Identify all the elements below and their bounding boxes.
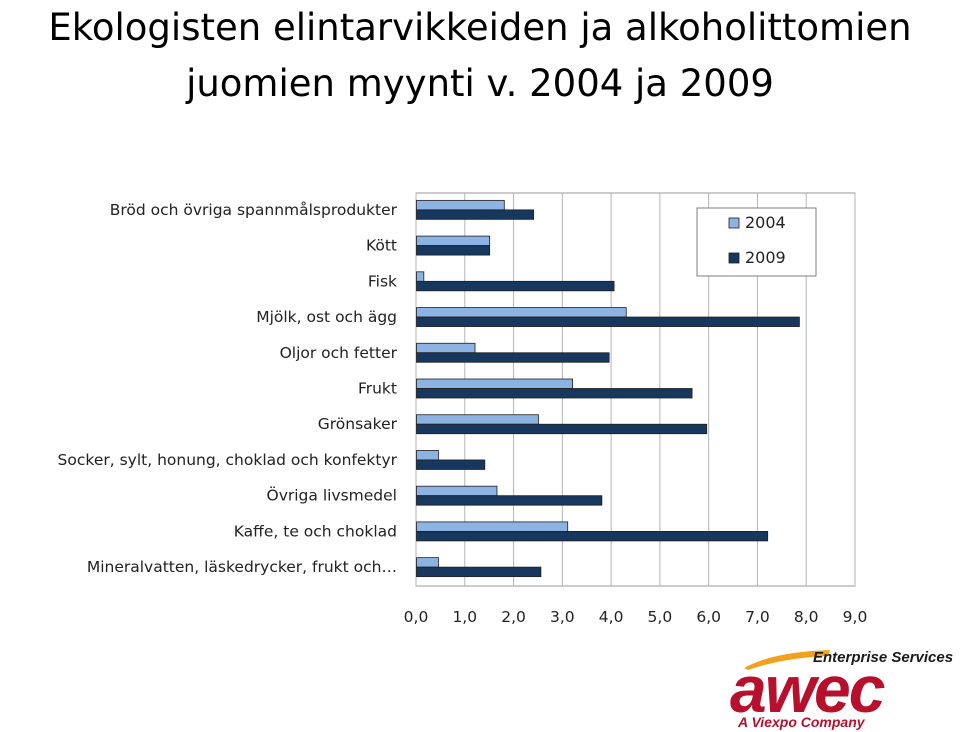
bar-2009 bbox=[416, 280, 615, 292]
bar-2004 bbox=[416, 450, 439, 461]
category-label: Bröd och övriga spannmålsprodukter bbox=[110, 201, 398, 219]
category-label: Oljor och fetter bbox=[280, 344, 398, 362]
category-label: Kött bbox=[366, 237, 397, 255]
x-tick-label: 1,0 bbox=[452, 608, 477, 626]
x-tick-label: 5,0 bbox=[648, 608, 673, 626]
bar-2004 bbox=[416, 342, 476, 354]
slide-title-line-1: Ekologisten elintarvikkeiden ja alkoholi… bbox=[48, 6, 912, 49]
bar-2009 bbox=[416, 388, 693, 399]
logo-swoosh bbox=[744, 650, 830, 670]
x-tick-labels: 0,0 1,0 2,0 3,0 4,0 5,0 6,0 7,0 8,0 9,0 bbox=[404, 608, 868, 626]
legend-swatch-2004 bbox=[728, 217, 740, 229]
x-tick-label: 4,0 bbox=[599, 608, 624, 626]
bar-2009 bbox=[416, 352, 610, 363]
logo-subtitle: A Viexpo Company bbox=[738, 714, 865, 730]
category-label: Mjölk, ost och ägg bbox=[256, 308, 397, 326]
bar-2004 bbox=[416, 235, 491, 246]
legend-box bbox=[696, 207, 817, 277]
bar-2009 bbox=[416, 245, 491, 256]
category-label: Fisk bbox=[368, 272, 397, 290]
slide-title: Ekologisten elintarvikkeiden ja alkoholi… bbox=[0, 0, 960, 112]
x-tick-label: 0,0 bbox=[404, 608, 429, 626]
category-label: Övriga livsmedel bbox=[267, 486, 398, 505]
bar-2009 bbox=[416, 531, 769, 542]
legend-label-2009: 2009 bbox=[745, 248, 786, 267]
bar-2009 bbox=[416, 316, 800, 327]
category-label: Mineralvatten, läskedrycker, frukt och… bbox=[87, 558, 397, 576]
bar-2009 bbox=[416, 495, 603, 506]
x-tick-label: 3,0 bbox=[550, 608, 575, 626]
bar-2004 bbox=[416, 307, 627, 318]
x-tick-label: 2,0 bbox=[501, 608, 526, 626]
category-label: Socker, sylt, honung, choklad och konfek… bbox=[58, 451, 398, 469]
bar-2009 bbox=[416, 459, 486, 470]
bar-2004 bbox=[416, 199, 505, 211]
bar-2009 bbox=[416, 566, 542, 578]
logo-tagline: Enterprise Services bbox=[813, 649, 954, 666]
awec-logo: Enterprise Services awec A Viexpo Compan… bbox=[730, 648, 960, 732]
bar-2004 bbox=[416, 485, 498, 497]
legend-label-2004: 2004 bbox=[745, 213, 786, 232]
logo-wordmark: awec bbox=[730, 652, 885, 726]
bars bbox=[416, 199, 800, 578]
x-tick-label: 8,0 bbox=[794, 608, 819, 626]
legend: 2004 2009 bbox=[696, 207, 817, 277]
bar-2004 bbox=[416, 378, 573, 389]
x-tick-label: 9,0 bbox=[843, 608, 868, 626]
x-tick-label: 7,0 bbox=[745, 608, 770, 626]
legend-swatch-2009 bbox=[728, 252, 740, 264]
category-labels: Bröd och övriga spannmålsprodukter Kött Fi… bbox=[58, 201, 398, 576]
category-label: Grönsaker bbox=[318, 415, 398, 433]
bar-2009 bbox=[416, 209, 534, 220]
bar-2009 bbox=[416, 423, 708, 435]
x-tick-label: 6,0 bbox=[696, 608, 721, 626]
category-label: Kaffe, te och choklad bbox=[234, 522, 397, 540]
bar-2004 bbox=[416, 414, 539, 425]
bar-2004 bbox=[416, 557, 439, 568]
slide-title-line-2: juomien myynti v. 2004 ja 2009 bbox=[186, 62, 774, 105]
bar-2004 bbox=[416, 271, 425, 282]
category-label: Frukt bbox=[358, 380, 397, 398]
bar-2004 bbox=[416, 521, 569, 532]
